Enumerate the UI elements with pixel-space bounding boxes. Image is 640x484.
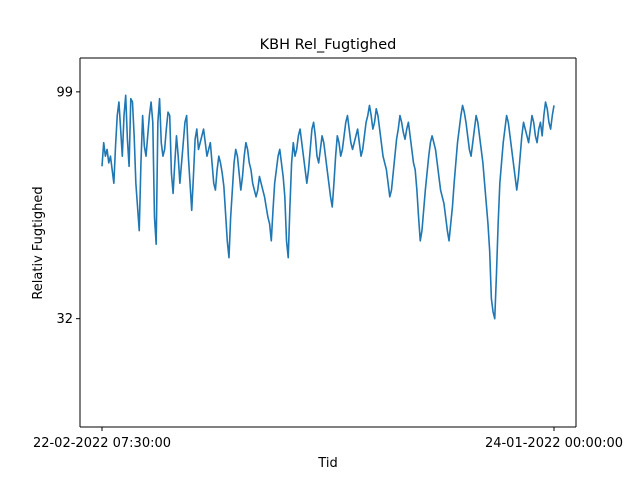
x-tick-label: 24-01-2022 00:00:00 [485,436,623,451]
x-tick-label: 22-02-2022 07:30:00 [33,436,171,451]
chart-title: KBH Rel_Fugtighed [260,37,397,53]
plot-area [80,58,576,427]
x-axis-label: Tid [317,456,337,471]
y-tick-label: 99 [56,85,73,100]
y-axis-label: Relativ Fugtighed [31,186,46,299]
y-tick-label: 32 [56,312,73,327]
